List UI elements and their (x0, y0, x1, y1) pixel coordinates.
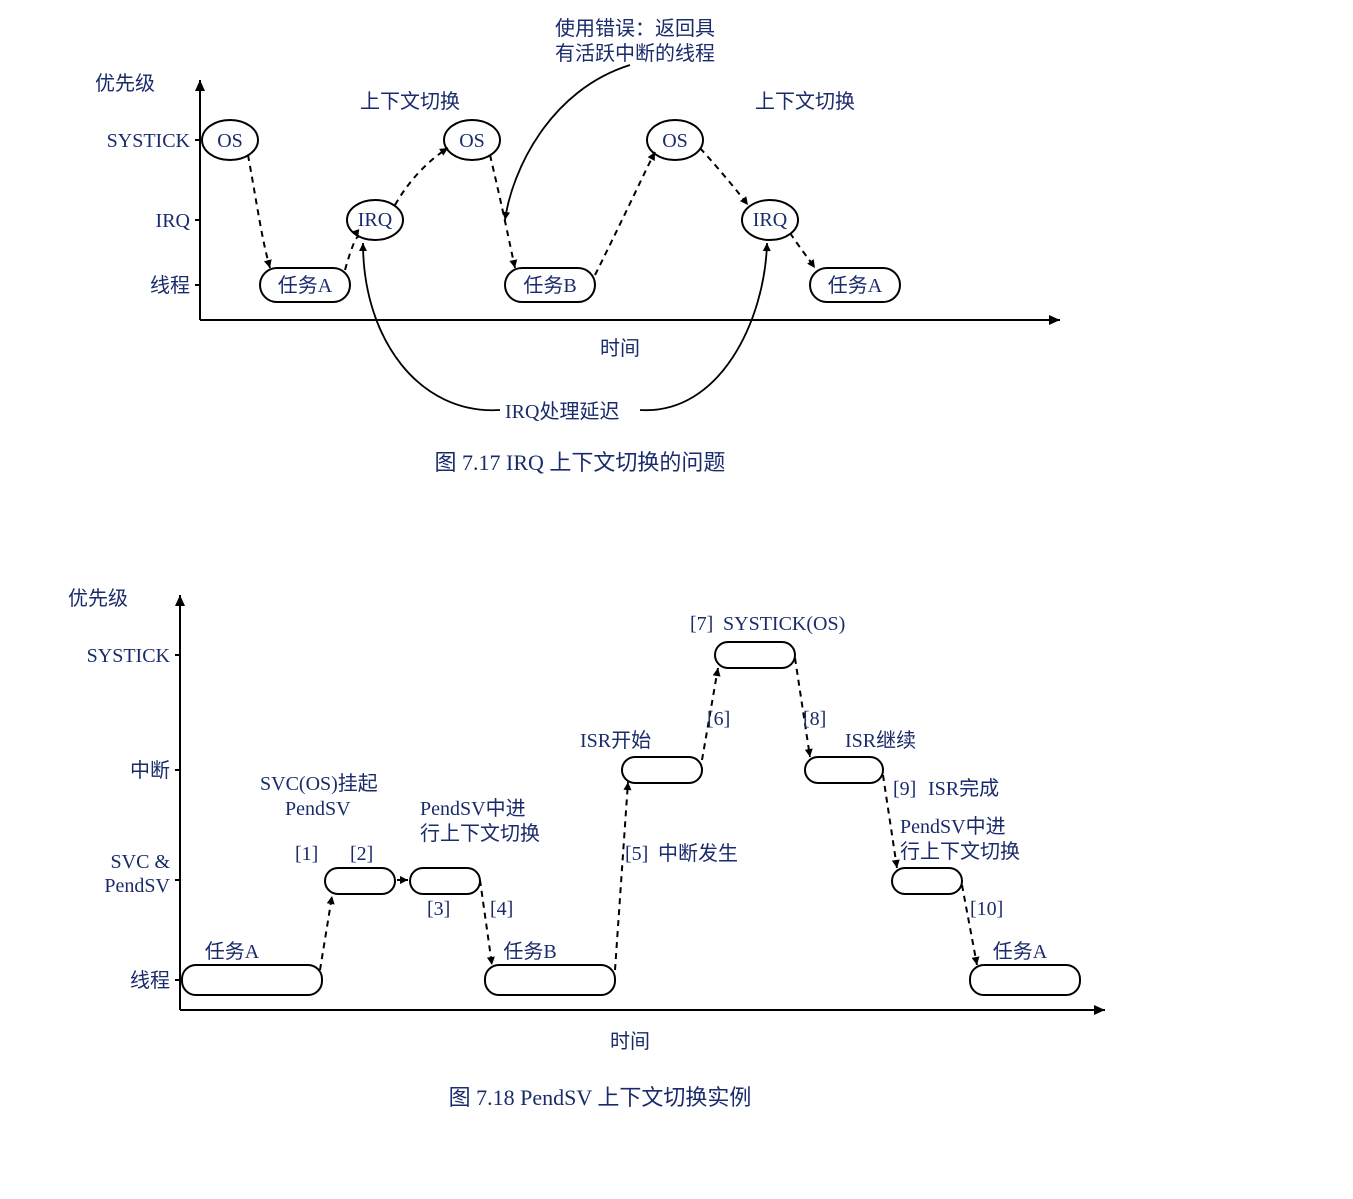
task-a1-718: 任务A (205, 940, 260, 963)
svc-susp-l1: SVC(OS)挂起 (260, 772, 378, 795)
systick-os: SYSTICK(OS) (723, 613, 845, 635)
os3-label: OS (662, 130, 688, 152)
task-b-718: 任务B (503, 940, 556, 963)
row-svc-l1: SVC & (111, 851, 171, 873)
step-8: [8] (803, 708, 826, 730)
row-svc-l2: PendSV (104, 875, 170, 897)
pendsv2-l1: PendSV中进 (900, 815, 1006, 838)
x-axis-label-717: 时间 (600, 337, 640, 360)
diagram-canvas: 优先级 时间 SYSTICK IRQ 线程 OS 任务A IRQ OS 任务B … (0, 0, 1353, 1199)
x-axis-label-718: 时间 (610, 1030, 650, 1053)
row-labels-717: SYSTICK IRQ 线程 (107, 130, 200, 297)
int-occur: 中断发生 (658, 842, 738, 865)
flow-arrows-717 (248, 148, 815, 275)
pendsv1-l1: PendSV中进 (420, 797, 526, 820)
irq2-label: IRQ (753, 209, 788, 231)
pendsv2-l2: 行上下文切换 (900, 840, 1020, 863)
isr-begin: ISR开始 (580, 729, 651, 752)
step-10: [10] (970, 898, 1003, 920)
annotations-718: SVC(OS)挂起 PendSV PendSV中进 行上下文切换 ISR开始 中… (260, 613, 1020, 865)
os1-label: OS (217, 130, 243, 152)
task-a2-718: 任务A (993, 940, 1048, 963)
step-3: [3] (427, 898, 450, 920)
task-a2-label: 任务A (828, 274, 883, 297)
isr-done: ISR完成 (928, 777, 999, 800)
irq1-label: IRQ (358, 209, 393, 231)
step-1: [1] (295, 843, 318, 865)
flow-arrows-718 (320, 658, 977, 970)
row-thread: 线程 (150, 274, 190, 297)
step-7: [7] (690, 613, 713, 635)
figure-7-18: 优先级 时间 SYSTICK 中断 SVC & PendSV 线程 任务A 任务… (68, 587, 1105, 1110)
row-systick: SYSTICK (107, 130, 191, 152)
row-systick-718: SYSTICK (87, 645, 171, 667)
ctx-switch-1: 上下文切换 (360, 90, 460, 113)
figure-7-17: 优先级 时间 SYSTICK IRQ 线程 OS 任务A IRQ OS 任务B … (95, 17, 1060, 475)
fig-718-title: 图 7.18 PendSV 上下文切换实例 (449, 1085, 752, 1110)
step-4: [4] (490, 898, 513, 920)
isr-cont: ISR继续 (845, 729, 916, 752)
block-labels-718: 任务A 任务B 任务A (205, 940, 1048, 963)
fig-717-title: 图 7.17 IRQ 上下文切换的问题 (435, 450, 726, 475)
row-thread-718: 线程 (130, 969, 170, 992)
row-int-718: 中断 (130, 759, 170, 782)
step-6: [6] (707, 708, 730, 730)
task-b-label: 任务B (523, 274, 576, 297)
os2-label: OS (459, 130, 485, 152)
task-a1-label: 任务A (278, 274, 333, 297)
irq-delay: IRQ处理延迟 (505, 400, 619, 423)
y-axis-label-717: 优先级 (95, 72, 155, 95)
row-irq: IRQ (156, 210, 191, 232)
svc-susp-l2: PendSV (285, 798, 351, 820)
pendsv1-l2: 行上下文切换 (420, 822, 540, 845)
step-9: [9] (893, 778, 916, 800)
step-2: [2] (350, 843, 373, 865)
step-5: [5] (625, 843, 648, 865)
err-line1: 使用错误：返回具 (555, 17, 715, 40)
row-labels-718: SYSTICK 中断 SVC & PendSV 线程 (87, 645, 180, 992)
y-axis-label-718: 优先级 (68, 587, 128, 610)
ctx-switch-2: 上下文切换 (755, 90, 855, 113)
err-line2: 有活跃中断的线程 (555, 42, 715, 65)
annotation-arrows-717 (363, 65, 767, 410)
